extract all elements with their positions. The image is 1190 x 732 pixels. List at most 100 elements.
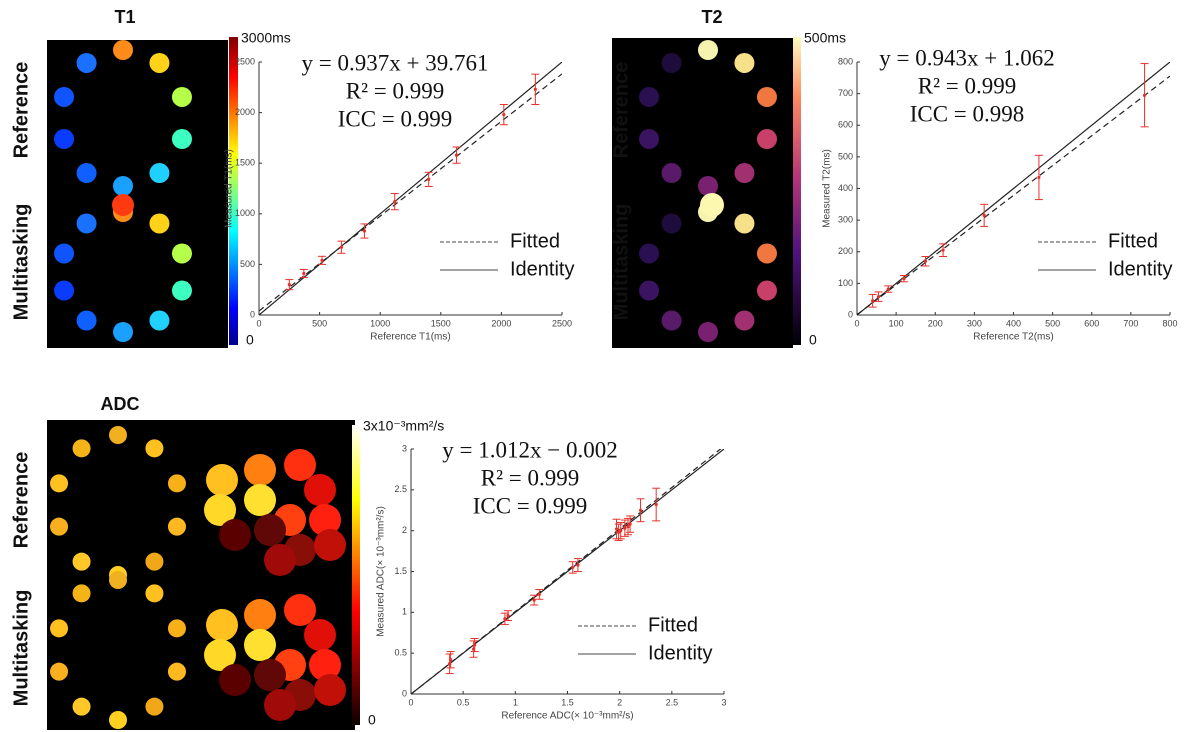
phantom-vial <box>698 322 718 342</box>
phantom-vial <box>168 663 186 681</box>
phantom-vial <box>145 553 163 571</box>
colorbar <box>352 425 360 725</box>
phantom-vial <box>264 544 296 576</box>
y-tick-label: 1 <box>402 607 407 617</box>
phantom-vial <box>145 584 163 602</box>
data-point <box>924 260 927 263</box>
data-point <box>502 113 505 116</box>
phantom-vial <box>734 213 754 233</box>
phantom-vial <box>314 529 346 561</box>
y-axis-label: Measured T1(ms) <box>224 149 235 228</box>
phantom-vial <box>73 553 91 571</box>
phantom-vial <box>50 474 68 492</box>
phantom-vial <box>77 311 97 331</box>
y-tick-label: 100 <box>838 278 853 288</box>
phantom-vial <box>172 87 192 107</box>
plot-area: 0100200300400500600700800010020030040050… <box>822 45 1178 342</box>
phantom-vial <box>284 594 316 626</box>
y-tick-label: 300 <box>838 215 853 225</box>
x-tick-label: 1000 <box>370 318 390 328</box>
phantom-vial <box>77 163 97 183</box>
x-tick-label: 2 <box>617 697 622 707</box>
phantom-vial <box>264 689 296 721</box>
data-point <box>576 563 579 566</box>
map-image <box>47 40 228 348</box>
fit-r2: R² = 0.999 <box>918 73 1016 98</box>
legend-label: Fitted <box>648 614 698 636</box>
legend-label: Identity <box>510 258 574 280</box>
x-tick-label: 2000 <box>491 318 511 328</box>
phantom-vial <box>639 129 659 149</box>
phantom-vial <box>662 163 682 183</box>
data-point <box>941 249 944 252</box>
x-tick-label: 1 <box>513 697 518 707</box>
x-tick-label: 0.5 <box>457 697 470 707</box>
phantom-vial <box>757 281 777 301</box>
y-tick-label: 2000 <box>235 107 255 117</box>
phantom-vial <box>219 519 251 551</box>
y-tick-label: 600 <box>838 120 853 130</box>
data-point <box>427 178 430 181</box>
panel-title: T1 <box>114 7 135 27</box>
colorbar-max-label: 3000ms <box>241 30 291 46</box>
fit-equation: y = 1.012x − 0.002 <box>442 437 617 462</box>
phantom-vial <box>244 629 276 661</box>
phantom-vial <box>54 129 74 149</box>
phantom-vial <box>757 129 777 149</box>
phantom-vial <box>734 311 754 331</box>
colorbar-min-label: 0 <box>368 712 376 728</box>
phantom-vial <box>145 439 163 457</box>
phantom-vial <box>168 518 186 536</box>
x-tick-label: 200 <box>928 318 943 328</box>
y-tick-label: 700 <box>838 88 853 98</box>
x-tick-label: 700 <box>1123 318 1138 328</box>
phantom-vial <box>149 311 169 331</box>
phantom-vial <box>172 129 192 149</box>
phantom-vial <box>73 439 91 457</box>
phantom-vial <box>662 53 682 73</box>
colorbar-max-label: 3x10⁻³mm²/s <box>363 418 444 434</box>
phantom-vial <box>109 711 127 729</box>
phantom-vial <box>219 664 251 696</box>
data-point <box>655 503 658 506</box>
legend-label: Identity <box>1108 258 1172 280</box>
phantom-vial <box>206 464 238 496</box>
fit-r2: R² = 0.999 <box>481 465 579 490</box>
phantom-vial <box>54 243 74 263</box>
x-tick-label: 800 <box>1162 318 1177 328</box>
y-tick-label: 0 <box>848 309 853 319</box>
y-tick-label: 2.5 <box>394 484 407 494</box>
data-point <box>571 566 574 569</box>
fit-icc: ICC = 0.999 <box>473 493 588 518</box>
data-point <box>473 643 476 646</box>
data-point <box>871 299 874 302</box>
x-tick-label: 500 <box>1045 318 1060 328</box>
phantom-vial <box>639 243 659 263</box>
phantom-vial <box>662 311 682 331</box>
phantom-vial <box>149 163 169 183</box>
phantom-vial <box>734 163 754 183</box>
phantom-vial <box>304 474 336 506</box>
phantom-vial <box>244 454 276 486</box>
phantom-vial <box>112 194 134 216</box>
x-axis-label: Reference T1(ms) <box>370 332 450 343</box>
data-point <box>887 287 890 290</box>
phantom-vial <box>698 176 718 196</box>
phantom-vial <box>149 213 169 233</box>
figure: T1ReferenceMultitasking3000ms0T2Referenc… <box>0 0 1190 732</box>
y-tick-label: 400 <box>838 183 853 193</box>
row-label: Multitasking <box>10 590 32 707</box>
x-tick-label: 2.5 <box>666 697 679 707</box>
phantom-vial <box>734 53 754 73</box>
row-label: Multitasking <box>10 204 32 321</box>
x-tick-label: 300 <box>967 318 982 328</box>
phantom-vial <box>244 599 276 631</box>
x-tick-label: 100 <box>889 318 904 328</box>
data-point <box>533 598 536 601</box>
y-tick-label: 200 <box>838 246 853 256</box>
data-point <box>455 154 458 157</box>
y-tick-label: 3 <box>402 443 407 453</box>
fit-icc: ICC = 0.998 <box>910 101 1025 126</box>
y-tick-label: 2 <box>402 525 407 535</box>
